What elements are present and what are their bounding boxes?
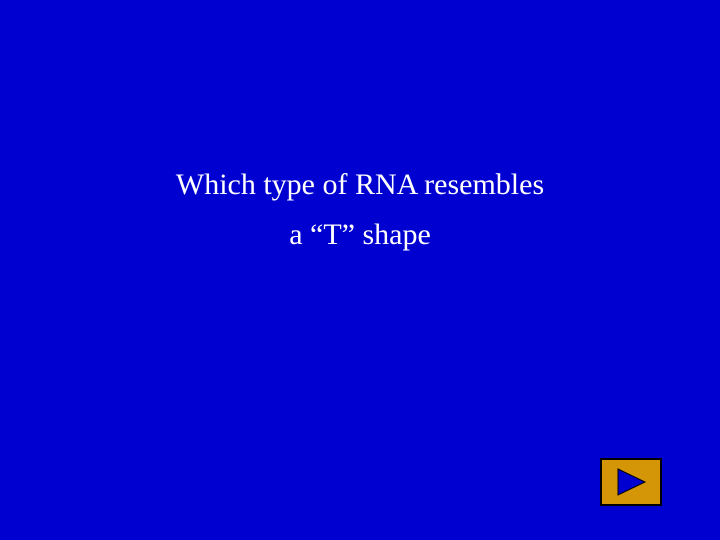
question-line-1: Which type of RNA resembles (0, 168, 720, 202)
question-line-2: a “T” shape (0, 218, 720, 252)
next-button[interactable] (600, 458, 662, 506)
slide-container: Which type of RNA resembles a “T” shape (0, 0, 720, 540)
play-icon (614, 466, 648, 498)
